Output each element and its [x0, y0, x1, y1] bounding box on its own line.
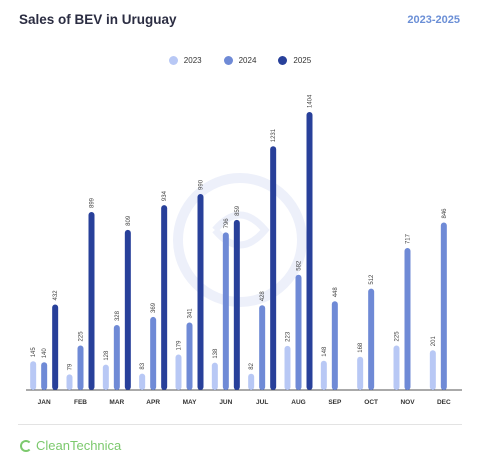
bar-2023-feb	[66, 374, 73, 390]
data-label-2024-may: 341	[188, 308, 194, 319]
bar-2025-feb	[88, 211, 95, 390]
data-label-2025-aug: 1404	[308, 94, 314, 108]
legend-item-2024: 2024	[223, 56, 257, 65]
legend: 2023 2024 2025	[0, 56, 480, 65]
data-label-2023-may: 179	[177, 340, 183, 351]
data-label-2024-nov: 717	[406, 233, 412, 244]
data-label-2025-may: 990	[199, 179, 205, 190]
x-tick-apr: APR	[146, 399, 160, 406]
data-label-2024-jun: 796	[224, 218, 230, 229]
brand-logo: CleanTechnica	[20, 438, 121, 453]
bar-2023-jul	[248, 373, 255, 390]
bar-chart: 145 140 432 79 225 899 128 328 809 83 369 934 179 341…	[26, 94, 462, 406]
bar-2023-dec	[429, 350, 436, 390]
bar-2024-dec	[440, 222, 447, 390]
bar-2024-aug	[295, 274, 302, 390]
x-tick-nov: NOV	[400, 399, 415, 406]
data-label-2025-jan: 432	[53, 290, 59, 301]
data-label-2023-oct: 168	[358, 342, 364, 353]
data-label-2025-feb: 899	[90, 197, 96, 208]
bar-2024-may	[186, 322, 193, 390]
period-label: 2023-2025	[407, 14, 460, 26]
data-label-2023-dec: 201	[431, 336, 437, 347]
legend-item-2023: 2023	[168, 56, 202, 65]
leaf-icon	[20, 439, 32, 452]
bar-2023-aug	[284, 345, 291, 390]
bar-2024-feb	[77, 345, 84, 390]
x-tick-dec: DEC	[437, 399, 451, 406]
legend-label-2025: 2025	[293, 56, 312, 65]
bar-2024-jul	[259, 305, 266, 390]
x-tick-may: MAY	[183, 399, 198, 406]
data-label-2024-oct: 512	[369, 274, 375, 285]
data-label-2024-feb: 225	[79, 331, 85, 342]
bar-2025-jun	[233, 219, 240, 390]
bar-2023-apr	[139, 373, 146, 390]
bar-2023-mar	[102, 364, 109, 390]
watermark-logo	[173, 173, 307, 307]
legend-swatch-2024	[223, 56, 233, 65]
bar-2024-jan	[41, 362, 48, 390]
data-label-2023-feb: 79	[68, 363, 74, 370]
brand-name: CleanTechnica	[36, 438, 122, 453]
data-label-2023-jul: 82	[249, 362, 255, 369]
data-label-2024-aug: 582	[297, 260, 303, 271]
legend-item-2025: 2025	[278, 56, 311, 65]
chart-title: Sales of BEV in Uruguay	[19, 12, 177, 27]
x-tick-jun: JUN	[219, 399, 232, 406]
data-label-2024-dec: 846	[442, 208, 448, 219]
legend-swatch-2023	[168, 56, 178, 65]
bar-2025-jan	[52, 304, 59, 390]
footer-divider	[18, 424, 462, 425]
bar-2023-oct	[357, 356, 364, 390]
bar-2023-nov	[393, 345, 400, 390]
bar-2025-mar	[124, 229, 131, 390]
x-tick-feb: FEB	[74, 399, 87, 406]
data-label-2024-mar: 328	[115, 310, 121, 321]
data-label-2023-jun: 138	[213, 348, 219, 359]
data-label-2025-jul: 1231	[271, 128, 277, 142]
data-label-2025-apr: 934	[162, 190, 168, 201]
x-tick-mar: MAR	[109, 399, 124, 406]
bar-2023-may	[175, 354, 182, 390]
data-label-2023-aug: 223	[286, 331, 292, 342]
data-label-2025-mar: 809	[126, 215, 132, 226]
bar-2023-sep	[320, 360, 327, 390]
bar-2025-may	[197, 193, 204, 390]
bar-2023-jun	[211, 362, 218, 390]
x-tick-jan: JAN	[38, 399, 51, 406]
data-label-2024-jul: 428	[260, 291, 266, 302]
data-label-2024-apr: 369	[151, 302, 157, 313]
x-tick-sep: SEP	[328, 399, 342, 406]
data-label-2023-jan: 145	[31, 347, 37, 358]
bar-2024-apr	[150, 316, 157, 390]
x-tick-aug: AUG	[291, 399, 305, 406]
bar-2025-aug	[306, 112, 313, 390]
data-label-2023-sep: 148	[322, 346, 328, 357]
data-label-2024-jan: 140	[42, 348, 48, 359]
bar-2025-jul	[270, 146, 277, 390]
legend-label-2023: 2023	[183, 56, 202, 65]
bar-2024-mar	[113, 325, 120, 390]
bar-2024-sep	[331, 301, 338, 390]
legend-swatch-2025	[278, 56, 288, 65]
data-label-2023-nov: 225	[395, 331, 401, 342]
legend-label-2024: 2024	[238, 56, 257, 65]
x-tick-jul: JUL	[256, 399, 268, 406]
data-label-2025-jun: 859	[235, 205, 241, 216]
bar-2024-jun	[222, 232, 229, 390]
bar-2024-oct	[368, 288, 375, 390]
data-label-2023-mar: 128	[104, 350, 110, 361]
data-label-2023-apr: 83	[140, 362, 146, 369]
bar-2024-nov	[404, 248, 411, 390]
bar-2025-apr	[161, 205, 168, 390]
data-label-2024-sep: 448	[333, 287, 339, 298]
bar-2023-jan	[30, 361, 37, 390]
x-tick-oct: OCT	[364, 399, 378, 406]
